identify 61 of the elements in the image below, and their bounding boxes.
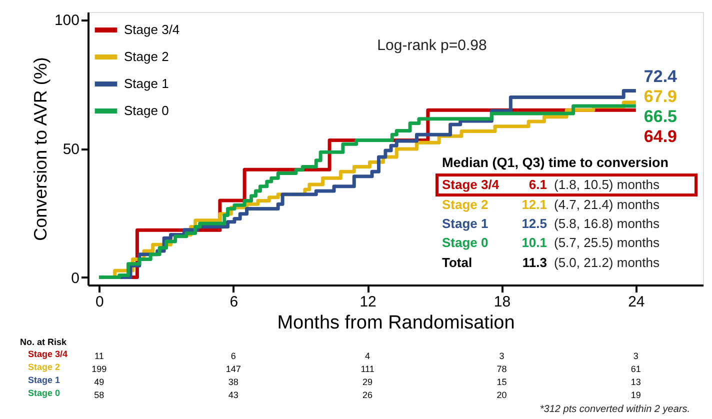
text: 6 (230, 351, 236, 361)
annotation: 10.1 (522, 235, 547, 250)
annotation: (4.7, 21.4) months (554, 197, 660, 212)
annotation: 6.1 (528, 177, 547, 192)
x-tick-label: 6 (230, 294, 238, 310)
text: 11 (94, 351, 104, 361)
text: 43 (228, 390, 238, 400)
text: 199 (92, 364, 107, 374)
data-label: 67.9 (644, 86, 678, 106)
data-label: 64.9 (644, 126, 678, 146)
text: 20 (496, 390, 507, 400)
annotation: Stage 3/4 (442, 177, 500, 192)
text: Stage 3/4 (28, 349, 68, 359)
annotation: Stage 0 (442, 235, 488, 250)
text: 78 (496, 364, 507, 374)
text: 15 (496, 377, 507, 387)
legend-label: Stage 3/4 (124, 22, 180, 37)
annotation: (5.7, 25.5) months (554, 235, 660, 250)
x-tick-label: 0 (96, 294, 104, 310)
x-axis-title: Months from Randomisation (277, 312, 515, 334)
x-tick-label: 24 (628, 294, 645, 310)
y-axis-title: Conversion to AVR (%) (30, 57, 50, 241)
legend-label: Stage 0 (124, 103, 169, 118)
text: No. at Risk (20, 337, 68, 347)
annotation: 12.1 (522, 197, 547, 212)
annotation: Log-rank p=0.98 (377, 37, 487, 54)
text: Stage 2 (28, 362, 60, 372)
text: 111 (360, 364, 374, 374)
text: Stage 1 (28, 375, 60, 385)
annotation: Total (442, 255, 472, 270)
text: 58 (94, 390, 104, 400)
text: 49 (94, 377, 104, 387)
y-tick-label: 100 (54, 12, 80, 30)
text: 3 (499, 351, 504, 361)
annotation: (1.8, 10.5) months (554, 177, 660, 192)
text: 4 (365, 351, 370, 361)
annotation: Median (Q1, Q3) time to conversion (442, 155, 669, 170)
text: 19 (630, 390, 641, 400)
annotation: (5.8, 16.8) months (554, 216, 660, 231)
legend-label: Stage 2 (124, 49, 169, 64)
text: *312 pts converted within 2 years. (540, 404, 690, 415)
text: 38 (228, 377, 238, 387)
data-label: 72.4 (644, 66, 678, 86)
annotation: 11.3 (522, 255, 547, 270)
y-tick-label: 0 (71, 270, 80, 287)
text: 61 (630, 364, 641, 374)
x-tick-label: 12 (360, 294, 376, 310)
annotation: (5.0, 21.2) months (554, 255, 660, 270)
text: 29 (362, 377, 373, 387)
annotation: 12.5 (522, 216, 547, 231)
data-label: 66.5 (644, 106, 678, 126)
text: 13 (630, 377, 641, 387)
y-tick-label: 50 (62, 141, 80, 158)
text: Stage 0 (28, 388, 60, 398)
annotation: Stage 2 (442, 197, 488, 212)
x-tick-label: 18 (494, 294, 511, 310)
text: 147 (226, 364, 241, 374)
annotation: Stage 1 (442, 216, 488, 231)
legend-label: Stage 1 (124, 76, 169, 91)
text: 26 (362, 390, 373, 400)
text: 3 (633, 351, 638, 361)
